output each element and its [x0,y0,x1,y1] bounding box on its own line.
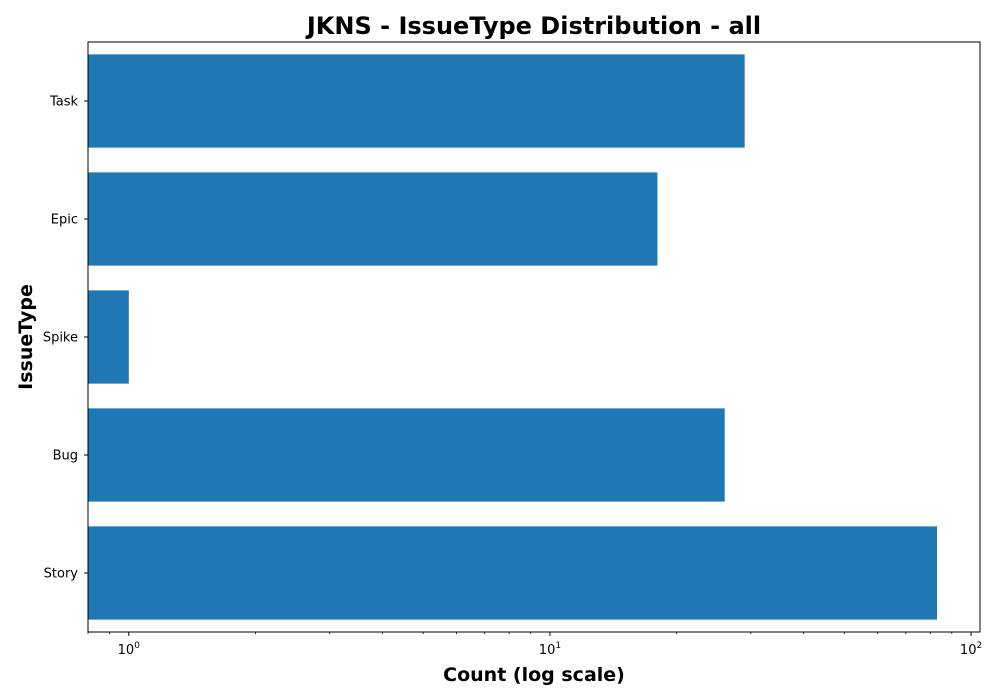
bars-group [88,54,937,620]
bar-task [88,54,745,148]
y-tick-label-spike: Spike [43,331,78,346]
x-tick-label: 101 [539,641,561,658]
bar-bug [88,408,725,502]
chart-title: JKNS - IssueType Distribution - all [305,12,761,40]
x-tick-label: 102 [960,641,982,658]
bar-story [88,526,937,620]
y-axis-title: IssueType [15,284,37,390]
x-axis-title: Count (log scale) [443,664,625,686]
y-tick-label-task: Task [49,95,79,110]
y-tick-label-bug: Bug [53,449,78,464]
bar-spike [88,290,129,384]
y-tick-label-epic: Epic [51,213,78,228]
bar-epic [88,172,658,266]
plot-frame [87,41,981,633]
y-tick-label-story: Story [44,567,79,582]
x-tick-label: 100 [118,641,141,658]
y-ticks: Story Bug Spike Epic Task [43,95,88,582]
x-major-ticks: 100 101 102 [118,632,982,658]
